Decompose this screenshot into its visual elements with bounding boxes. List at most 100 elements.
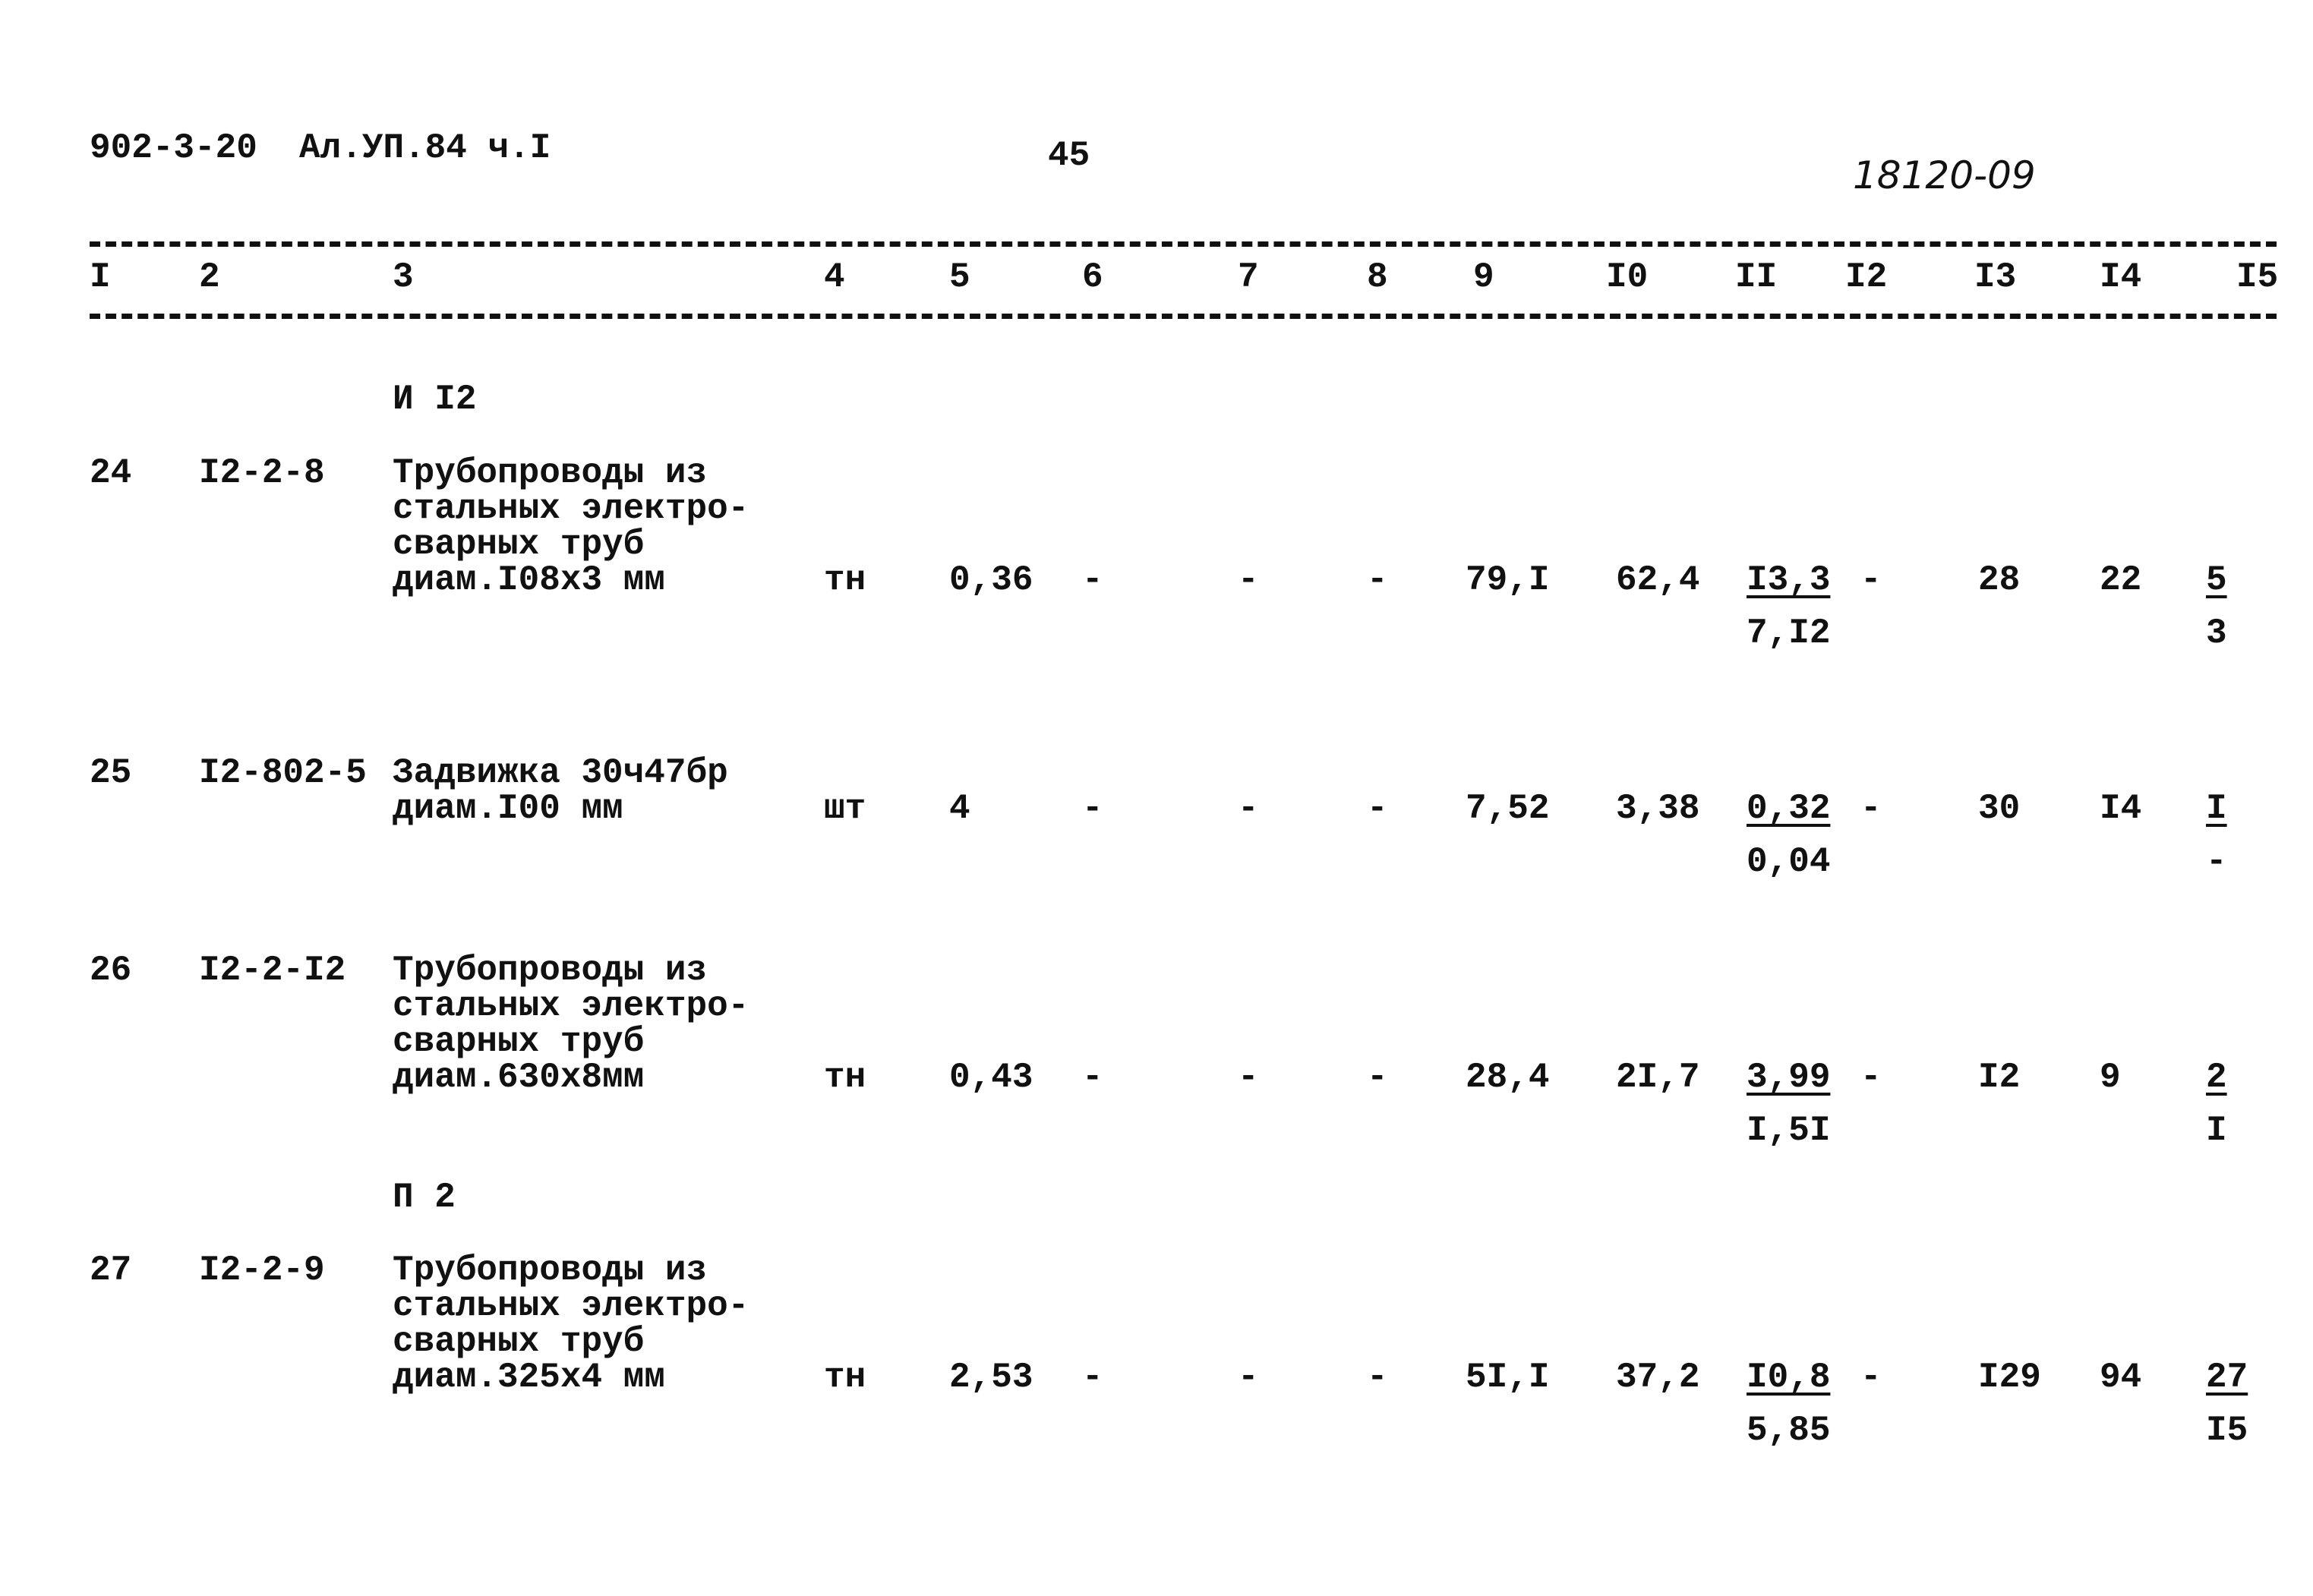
cell-c7: - (1238, 789, 1259, 828)
description-line: диам.I00 мм (393, 789, 623, 828)
description-line: сварных труб (393, 525, 645, 564)
description-line: Трубопроводы из (393, 1251, 708, 1290)
cell-c9: 79,I (1466, 560, 1550, 600)
cell-c8: - (1367, 1358, 1388, 1397)
description-line: диам.325x4 мм (393, 1358, 665, 1397)
cell-c15-numerator: 2 (2206, 1058, 2227, 1097)
cell-c14: 9 (2100, 1058, 2121, 1097)
column-header-6: 6 (1082, 257, 1103, 297)
cell-c10: 3,38 (1616, 789, 1700, 828)
column-header-2: 2 (199, 257, 220, 297)
column-header-11: II (1735, 257, 1778, 297)
cell-c5: 2,53 (949, 1358, 1033, 1397)
cell-c11-numerator: 0,32 (1747, 789, 1831, 828)
column-header-3: 3 (393, 257, 414, 297)
norm-code: I2-2-I2 (199, 951, 346, 990)
unit: тн (824, 1058, 866, 1097)
cell-c5: 0,36 (949, 560, 1033, 600)
unit: тн (824, 1358, 866, 1397)
column-header-5: 5 (949, 257, 970, 297)
cell-c9: 5I,I (1466, 1358, 1550, 1397)
cell-c6: - (1082, 1058, 1103, 1097)
cell-c6: - (1082, 789, 1103, 828)
cell-c13: I2 (1978, 1058, 2021, 1097)
cell-c10: 37,2 (1616, 1358, 1700, 1397)
column-header-13: I3 (1974, 257, 2017, 297)
cell-c12: - (1860, 560, 1882, 600)
description-line: сварных труб (393, 1322, 645, 1361)
cell-c11-numerator: I0,8 (1747, 1358, 1831, 1397)
norm-code: I2-802-5 (199, 753, 367, 793)
column-header-12: I2 (1845, 257, 1888, 297)
cell-c11-numerator: 3,99 (1747, 1058, 1831, 1097)
cell-c12: - (1860, 1358, 1882, 1397)
cell-c12: - (1860, 1058, 1882, 1097)
page-number: 45 (1048, 136, 1090, 175)
description-line: диам.I08x3 мм (393, 560, 665, 600)
cell-c15-denominator: - (2206, 842, 2227, 882)
column-header-1: I (90, 257, 111, 297)
unit: тн (824, 560, 866, 600)
item-number: 25 (90, 753, 132, 793)
cell-c15-numerator: 27 (2206, 1358, 2248, 1397)
cell-c5: 0,43 (949, 1058, 1033, 1097)
column-header-15: I5 (2236, 257, 2279, 297)
document-code: 902-3-20 Ал.УП.84 ч.I (90, 128, 551, 168)
cell-c11-denominator: 7,I2 (1747, 613, 1831, 653)
item-number: 27 (90, 1251, 132, 1290)
cell-c14: 94 (2100, 1358, 2142, 1397)
norm-code: I2-2-8 (199, 453, 325, 493)
column-header-4: 4 (824, 257, 845, 297)
item-number: 24 (90, 453, 132, 493)
description-line: Задвижка 30ч47бр (393, 753, 728, 793)
cell-c11-denominator: 0,04 (1747, 842, 1831, 882)
cell-c15-numerator: I (2206, 789, 2227, 828)
cell-c10: 2I,7 (1616, 1058, 1700, 1097)
description-line: диам.630x8мм (393, 1058, 645, 1097)
cell-c13: 30 (1978, 789, 2021, 828)
cell-c9: 7,52 (1466, 789, 1550, 828)
cell-c11-denominator: 5,85 (1747, 1411, 1831, 1450)
cell-c7: - (1238, 1058, 1259, 1097)
cell-c12: - (1860, 789, 1882, 828)
cell-c13: I29 (1978, 1358, 2041, 1397)
cell-c6: - (1082, 560, 1103, 600)
description-line: стальных электро- (393, 1286, 749, 1326)
description-line: Трубопроводы из (393, 951, 708, 990)
column-header-8: 8 (1367, 257, 1388, 297)
cell-c15-numerator: 5 (2206, 560, 2227, 600)
unit: шт (824, 789, 866, 828)
section-label: И I2 (393, 380, 477, 419)
description-line: стальных электро- (393, 489, 749, 528)
column-header-7: 7 (1238, 257, 1259, 297)
column-header-9: 9 (1473, 257, 1494, 297)
cell-c8: - (1367, 789, 1388, 828)
stamp-number: 18120-09 (1853, 153, 2036, 197)
cell-c7: - (1238, 560, 1259, 600)
item-number: 26 (90, 951, 132, 990)
cell-c10: 62,4 (1616, 560, 1700, 600)
cell-c7: - (1238, 1358, 1259, 1397)
cell-c8: - (1367, 1058, 1388, 1097)
cell-c9: 28,4 (1466, 1058, 1550, 1097)
cell-c15-denominator: 3 (2206, 613, 2227, 653)
section-label: П 2 (393, 1178, 456, 1217)
cell-c11-denominator: I,5I (1747, 1111, 1831, 1150)
norm-code: I2-2-9 (199, 1251, 325, 1290)
cell-c8: - (1367, 560, 1388, 600)
cell-c15-denominator: I5 (2206, 1411, 2248, 1450)
cell-c15-denominator: I (2206, 1111, 2227, 1150)
cell-c6: - (1082, 1358, 1103, 1397)
cell-c13: 28 (1978, 560, 2021, 600)
cell-c11-numerator: I3,3 (1747, 560, 1831, 600)
header-rule-bottom (90, 314, 2277, 319)
column-header-10: I0 (1606, 257, 1649, 297)
cell-c5: 4 (949, 789, 970, 828)
column-header-14: I4 (2100, 257, 2142, 297)
description-line: стальных электро- (393, 986, 749, 1026)
header-rule-top (90, 241, 2277, 247)
description-line: сварных труб (393, 1022, 645, 1061)
description-line: Трубопроводы из (393, 453, 708, 493)
cell-c14: I4 (2100, 789, 2142, 828)
cell-c14: 22 (2100, 560, 2142, 600)
